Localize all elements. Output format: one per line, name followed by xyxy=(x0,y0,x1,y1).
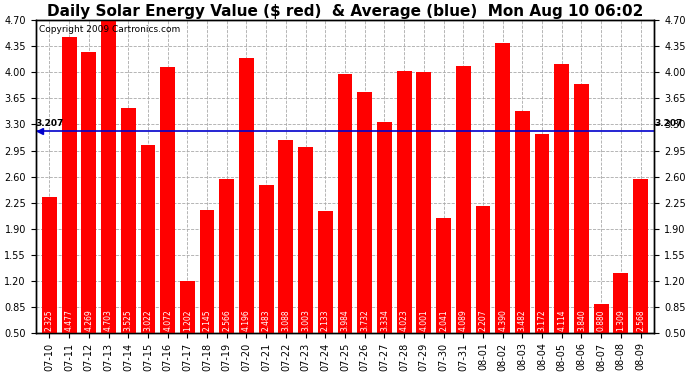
Text: 3.525: 3.525 xyxy=(124,309,132,331)
Text: 4.001: 4.001 xyxy=(420,309,428,331)
Text: 2.566: 2.566 xyxy=(222,309,231,331)
Text: 3.840: 3.840 xyxy=(577,309,586,331)
Text: 3.003: 3.003 xyxy=(301,309,310,331)
Bar xyxy=(495,44,510,333)
Text: 2.568: 2.568 xyxy=(636,310,645,331)
Text: 4.114: 4.114 xyxy=(558,310,566,331)
Text: 2.041: 2.041 xyxy=(439,310,448,331)
Text: 4.703: 4.703 xyxy=(104,309,113,331)
Bar xyxy=(417,72,431,333)
Text: 4.269: 4.269 xyxy=(84,309,93,331)
Text: 0.880: 0.880 xyxy=(597,310,606,331)
Text: 4.477: 4.477 xyxy=(65,309,74,331)
Bar xyxy=(554,64,569,333)
Bar xyxy=(239,58,254,333)
Bar xyxy=(81,53,96,333)
Text: 3.207: 3.207 xyxy=(654,119,682,128)
Bar xyxy=(219,179,234,333)
Text: Copyright 2009 Cartronics.com: Copyright 2009 Cartronics.com xyxy=(39,25,180,34)
Bar xyxy=(574,84,589,333)
Text: 3.482: 3.482 xyxy=(518,310,527,331)
Bar xyxy=(199,210,215,333)
Text: 2.483: 2.483 xyxy=(262,310,270,331)
Bar xyxy=(259,185,273,333)
Bar xyxy=(515,111,530,333)
Bar xyxy=(377,122,392,333)
Bar xyxy=(633,179,648,333)
Text: 4.390: 4.390 xyxy=(498,309,507,331)
Text: 3.022: 3.022 xyxy=(144,310,152,331)
Text: 3.207: 3.207 xyxy=(36,119,64,128)
Text: 2.207: 2.207 xyxy=(478,310,487,331)
Bar xyxy=(42,197,57,333)
Bar xyxy=(535,134,549,333)
Text: 3.088: 3.088 xyxy=(282,310,290,331)
Bar xyxy=(160,67,175,333)
Text: 1.309: 1.309 xyxy=(616,309,625,331)
Bar xyxy=(61,37,77,333)
Bar xyxy=(279,140,293,333)
Bar xyxy=(475,206,491,333)
Bar xyxy=(613,273,629,333)
Bar xyxy=(101,20,116,333)
Text: 3.984: 3.984 xyxy=(340,309,350,331)
Text: 4.196: 4.196 xyxy=(242,309,251,331)
Bar xyxy=(318,211,333,333)
Bar xyxy=(141,145,155,333)
Text: 4.089: 4.089 xyxy=(459,309,468,331)
Bar xyxy=(594,304,609,333)
Text: 1.202: 1.202 xyxy=(183,310,192,331)
Bar xyxy=(397,71,411,333)
Bar xyxy=(121,108,136,333)
Title: Daily Solar Energy Value ($ red)  & Average (blue)  Mon Aug 10 06:02: Daily Solar Energy Value ($ red) & Avera… xyxy=(47,4,643,19)
Bar xyxy=(337,74,353,333)
Text: 4.072: 4.072 xyxy=(163,309,172,331)
Text: 2.133: 2.133 xyxy=(321,310,330,331)
Text: 3.334: 3.334 xyxy=(380,309,389,331)
Text: 4.023: 4.023 xyxy=(400,309,408,331)
Bar xyxy=(298,147,313,333)
Text: 2.145: 2.145 xyxy=(203,310,212,331)
Bar xyxy=(180,280,195,333)
Text: 3.172: 3.172 xyxy=(538,310,546,331)
Bar xyxy=(357,92,372,333)
Text: 2.325: 2.325 xyxy=(45,310,54,331)
Bar xyxy=(456,66,471,333)
Text: 3.732: 3.732 xyxy=(360,309,369,331)
Bar xyxy=(436,218,451,333)
